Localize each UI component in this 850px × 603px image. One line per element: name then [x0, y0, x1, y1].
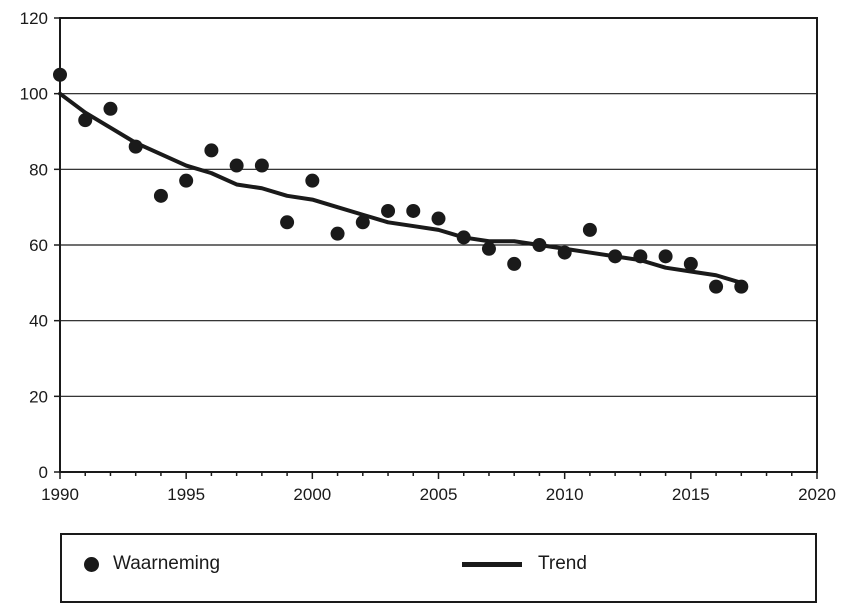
- observation-point: [734, 279, 749, 294]
- observation-point: [582, 222, 597, 237]
- observation-point: [229, 158, 244, 173]
- chart: 1990 1995 2000 2005 2010 2015 2020 0 20 40 60 80 10…: [20, 9, 836, 504]
- observation-point: [456, 230, 471, 245]
- trend-line: [58, 91, 744, 285]
- y-tick-label: 100: [20, 85, 48, 104]
- trend-series: [58, 91, 744, 285]
- observation-point: [658, 249, 673, 264]
- legend-item-trend: Trend: [462, 553, 587, 575]
- x-tick-label: 2005: [420, 485, 458, 504]
- observation-point: [381, 203, 396, 218]
- x-tick-label: 2010: [546, 485, 584, 504]
- observation-point: [78, 113, 93, 128]
- x-tick-label: 2000: [293, 485, 331, 504]
- observation-point: [709, 279, 724, 294]
- observation-point: [330, 226, 345, 241]
- observation-point: [683, 256, 698, 271]
- x-tick-label: 1995: [167, 485, 205, 504]
- y-tick-label: 40: [29, 312, 48, 331]
- observation-point: [355, 215, 370, 230]
- observation-point: [254, 158, 269, 173]
- observation-point: [557, 245, 572, 260]
- legend: Waarneming Trend: [60, 533, 817, 603]
- gridlines: [60, 17, 817, 473]
- y-tick-label: 120: [20, 9, 48, 28]
- observation-point: [103, 101, 118, 116]
- observation-point: [507, 256, 522, 271]
- observation-point: [406, 203, 421, 218]
- legend-item-observation: Waarneming: [84, 553, 220, 575]
- y-tick-label: 20: [29, 387, 48, 406]
- observation-point: [280, 215, 295, 230]
- observation-point: [179, 173, 194, 188]
- observation-point: [532, 238, 547, 252]
- observation-point: [633, 249, 648, 264]
- observation-point: [608, 249, 623, 264]
- observation-series: [53, 67, 749, 294]
- y-tick-label: 80: [29, 160, 48, 179]
- observation-point: [481, 241, 496, 256]
- y-axis-ticks: 0 20 40 60 80 100 120: [20, 9, 60, 482]
- x-tick-label: 1990: [41, 485, 79, 504]
- observation-point: [153, 188, 168, 203]
- x-axis-ticks: 1990 1995 2000 2005 2010 2015 2020: [41, 472, 836, 504]
- trend-line-icon: [462, 561, 522, 567]
- observation-point: [305, 173, 320, 188]
- legend-trend-label: Trend: [538, 553, 587, 574]
- observation-point: [431, 211, 446, 226]
- x-tick-label: 2020: [798, 485, 836, 504]
- x-tick-label: 2015: [672, 485, 710, 504]
- observation-point: [128, 139, 143, 154]
- observation-point: [53, 67, 67, 82]
- y-tick-label: 60: [29, 236, 48, 255]
- observation-point: [204, 143, 219, 158]
- legend-observation-label: Waarneming: [113, 553, 221, 574]
- y-tick-label: 0: [39, 463, 48, 482]
- observation-marker-icon: [84, 556, 99, 572]
